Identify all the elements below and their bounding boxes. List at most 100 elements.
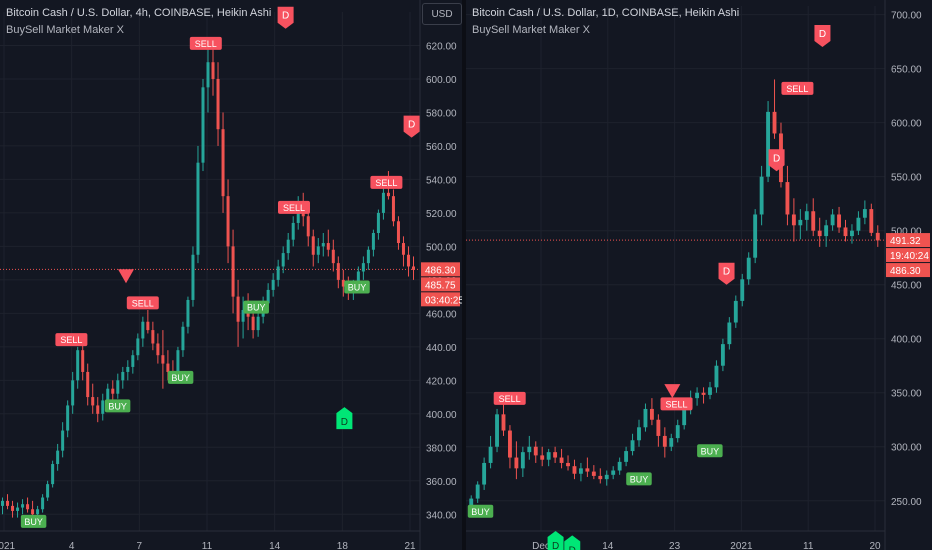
sell-signal-label [278,200,310,214]
candle-body [682,407,687,426]
candle-body [1,500,5,506]
candle-body [141,321,145,339]
candle-body [501,414,506,431]
signal-label-text: SELL [283,203,305,213]
divergence-down-flag [768,149,785,172]
x-tick-label: 14 [269,541,281,550]
candle-body [411,266,415,270]
candle-body [266,289,270,304]
sell-signal-label [55,333,88,347]
candle-body [772,111,777,134]
y-tick-label: 350.00 [891,389,922,400]
candle-body [376,212,380,233]
candle-body [16,507,20,511]
x-tick-label: 14 [602,541,614,550]
candle-body [643,408,648,428]
candle-body [126,366,130,372]
price-axis-tag-text: 486.30 [425,265,456,276]
candle-body [206,62,210,88]
y-tick-label: 600.00 [426,75,457,86]
candle-body [401,243,405,255]
candle-body [81,350,85,372]
candle-body [331,249,335,264]
indicator-name[interactable]: BuySell Market Maker X [6,24,124,36]
candle-body [746,257,751,280]
buy-signal-label [697,444,723,458]
candle-body [291,222,295,240]
candle-body [850,230,854,237]
candle-body [630,440,635,452]
sell-signal-label [189,36,222,50]
candle-body [146,321,150,331]
candle-body [617,461,622,471]
candle-body [231,246,235,297]
candle-body [804,211,809,220]
y-tick-label: 520.00 [426,209,457,220]
candle-body [56,450,60,465]
x-tick-label: 2021 [0,541,16,550]
candle-body [514,457,519,469]
candle-body [798,219,803,226]
chart-panel-4h[interactable]: 620.00 600.00 580.00 560.00 540.00 520.00 500.… [0,0,462,550]
indicator-name[interactable]: BuySell Market Maker X [472,24,590,36]
buy-signal-label [626,472,652,486]
candlestick-chart-4h[interactable]: 620.00 600.00 580.00 560.00 540.00 520.00 500.… [0,0,462,550]
candle-body [136,338,140,356]
candle-body [41,497,45,510]
candle-body [366,249,370,264]
y-tick-label: 340.00 [426,510,457,521]
candle-body [86,371,90,398]
sell-signal-label [370,175,403,189]
buy-signal-label [20,514,47,528]
signal-label-text: BUY [24,517,43,527]
flag-label: D [408,120,415,131]
candlestick-chart-1d[interactable]: 700.00 650.00 600.00 550.00 500.00 450.00 400.… [466,0,932,550]
candle-body [326,243,330,250]
candle-body [733,300,738,323]
price-axis-tag [886,263,930,278]
y-tick-label: 400.00 [891,335,922,346]
candle-body [572,466,577,474]
x-tick-label: 11 [803,541,814,550]
candle-body [862,209,867,218]
divergence-up-flag [336,407,353,430]
flag-label: D [282,11,289,22]
candle-body [495,414,499,447]
signal-label-text: SELL [132,298,154,308]
divergence-up-flag [564,535,581,550]
chart-title: Bitcoin Cash / U.S. Dollar, 1D, COINBASE… [472,7,740,19]
signal-label-text: SELL [786,84,808,94]
divergence-down-flag [403,115,420,138]
candle-body [791,214,796,226]
sell-triangle-marker [118,269,134,284]
chart-panel-1d[interactable]: 700.00 650.00 600.00 550.00 500.00 450.00 400.… [466,0,932,550]
y-tick-label: 500.00 [891,227,922,238]
flag-label: D [723,267,730,278]
candle-body [824,225,829,237]
candle-body [578,468,583,474]
candle-body [553,452,558,458]
y-tick-label: 420.00 [426,376,457,387]
y-tick-label: 600.00 [891,119,922,130]
divergence-down-flag [814,25,831,48]
x-tick-label: Dec [532,541,550,550]
currency-label[interactable]: USD [422,3,462,25]
candle-body [201,87,205,163]
candle-body [101,400,105,414]
candle-body [6,500,10,506]
signal-label-text: SELL [60,335,82,345]
panel-divider[interactable] [462,0,466,550]
candle-body [191,254,195,300]
sell-signal-label [493,391,526,405]
candle-body [527,446,532,453]
candle-body [166,363,170,372]
candle-body [488,446,493,463]
candle-body [51,464,55,485]
buy-signal-label [243,300,269,314]
price-axis-tag [886,233,930,248]
candle-body [161,355,165,364]
candle-body [306,216,310,237]
buy-signal-label [104,399,131,413]
y-tick-label: 450.00 [891,281,922,292]
candle-body [811,211,816,231]
